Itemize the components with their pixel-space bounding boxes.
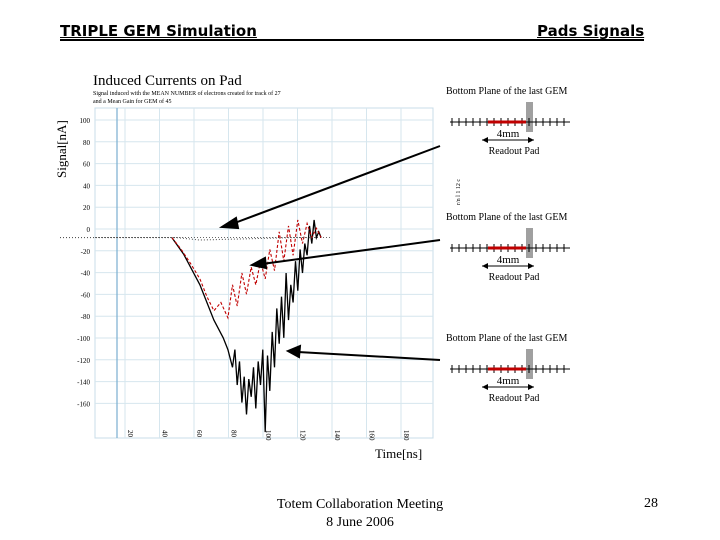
x-tick-label: 160 [368,430,376,441]
x-tick-label: 120 [299,430,307,441]
inset-top-label: Bottom Plane of the last GEM [446,333,567,344]
y-tick-label: -60 [81,291,91,299]
y-tick-label: -40 [81,270,91,278]
header-rule [60,39,644,41]
width-arrow-head-left [482,384,488,390]
arrows [218,145,441,361]
pad-inset-1: Bottom Plane of the last GEM 4mm Readout P… [446,86,570,157]
pad-inset-3: Bottom Plane of the last GEM 4mm Readout P… [446,333,570,404]
chart-title: Induced Currents on Pad [93,73,242,89]
pad-insets: Bottom Plane of the last GEM 4mm Readout P… [446,86,570,404]
y-tick-label: -140 [77,379,90,387]
inset-pad-label: Readout Pad [489,272,540,283]
page-number: 28 [644,496,658,511]
x-tick-label: 80 [230,430,238,438]
plot-axes [95,108,330,438]
arrow-middle [261,239,441,265]
y-tick-label: -100 [77,335,90,343]
arrow-bottom [297,351,441,361]
series-line-1 [171,219,322,433]
x-tick-labels: 20 40 60 80 100 120 140 160 180 [126,430,410,441]
slide-title-left: TRIPLE GEM Simulation [60,22,257,40]
y-tick-label: 60 [83,161,91,169]
y-tick-label: 100 [80,117,91,125]
y-tick-label: 40 [83,182,91,190]
plot-annotation: r/n l 1 12 c [456,179,462,205]
series-line-3 [60,237,317,241]
width-arrow-head-left [482,137,488,143]
y-tick-label: 20 [83,204,91,212]
inset-top-label: Bottom Plane of the last GEM [446,86,567,97]
y-tick-label: -120 [77,357,90,365]
x-tick-label: 180 [402,430,410,441]
y-tick-label: 0 [87,226,91,234]
x-axis-label: Time[ns] [375,446,422,461]
width-arrow-head-right [528,384,534,390]
width-arrow-head-right [528,137,534,143]
inset-top-label: Bottom Plane of the last GEM [446,212,567,223]
x-tick-label: 100 [264,430,272,441]
y-tick-label: -20 [81,248,91,256]
inset-width-label: 4mm [497,254,520,266]
gem-bar [526,102,533,132]
y-tick-label: -80 [81,313,91,321]
width-arrow-head-right [528,263,534,269]
y-tick-labels: 100 80 60 40 20 0 -20 -40 -60 -80 -100 -120 -140 -160 [77,117,90,408]
x-tick-label: 20 [126,430,134,438]
arrow-middle-head [249,256,268,270]
footer-line-1: Totem Collaboration Meeting [276,497,444,512]
gem-bar [526,349,533,379]
inset-pad-label: Readout Pad [489,393,540,404]
series-line-2 [171,219,322,320]
inset-width-label: 4mm [497,375,520,387]
footer-line-2: 8 June 2006 [326,515,394,530]
chart-subtitle-1: Signal induced with the MEAN NUMBER of e… [93,90,281,97]
inset-width-label: 4mm [497,128,520,140]
series-lines [60,219,322,433]
arrow-top-head [218,216,240,230]
gem-bar [526,228,533,258]
slide-title-right: Pads Signals [537,22,645,40]
x-tick-label: 140 [333,430,341,441]
width-arrow-head-left [482,263,488,269]
y-axis-label: Signal[nA] [54,120,69,178]
inset-pad-label: Readout Pad [489,146,540,157]
x-tick-label: 40 [161,430,169,438]
footer-center: Totem Collaboration Meeting 8 June 2006 [260,496,460,532]
chart-subtitle-2: and a Mean Gain for GEM of 45 [93,98,171,105]
y-tick-label: 80 [83,139,91,147]
x-tick-label: 60 [195,430,203,438]
arrow-top [231,145,441,225]
pad-inset-2: Bottom Plane of the last GEM 4mm Readout P… [446,212,570,283]
y-tick-label: -160 [77,400,90,408]
arrow-bottom-head [285,344,302,359]
